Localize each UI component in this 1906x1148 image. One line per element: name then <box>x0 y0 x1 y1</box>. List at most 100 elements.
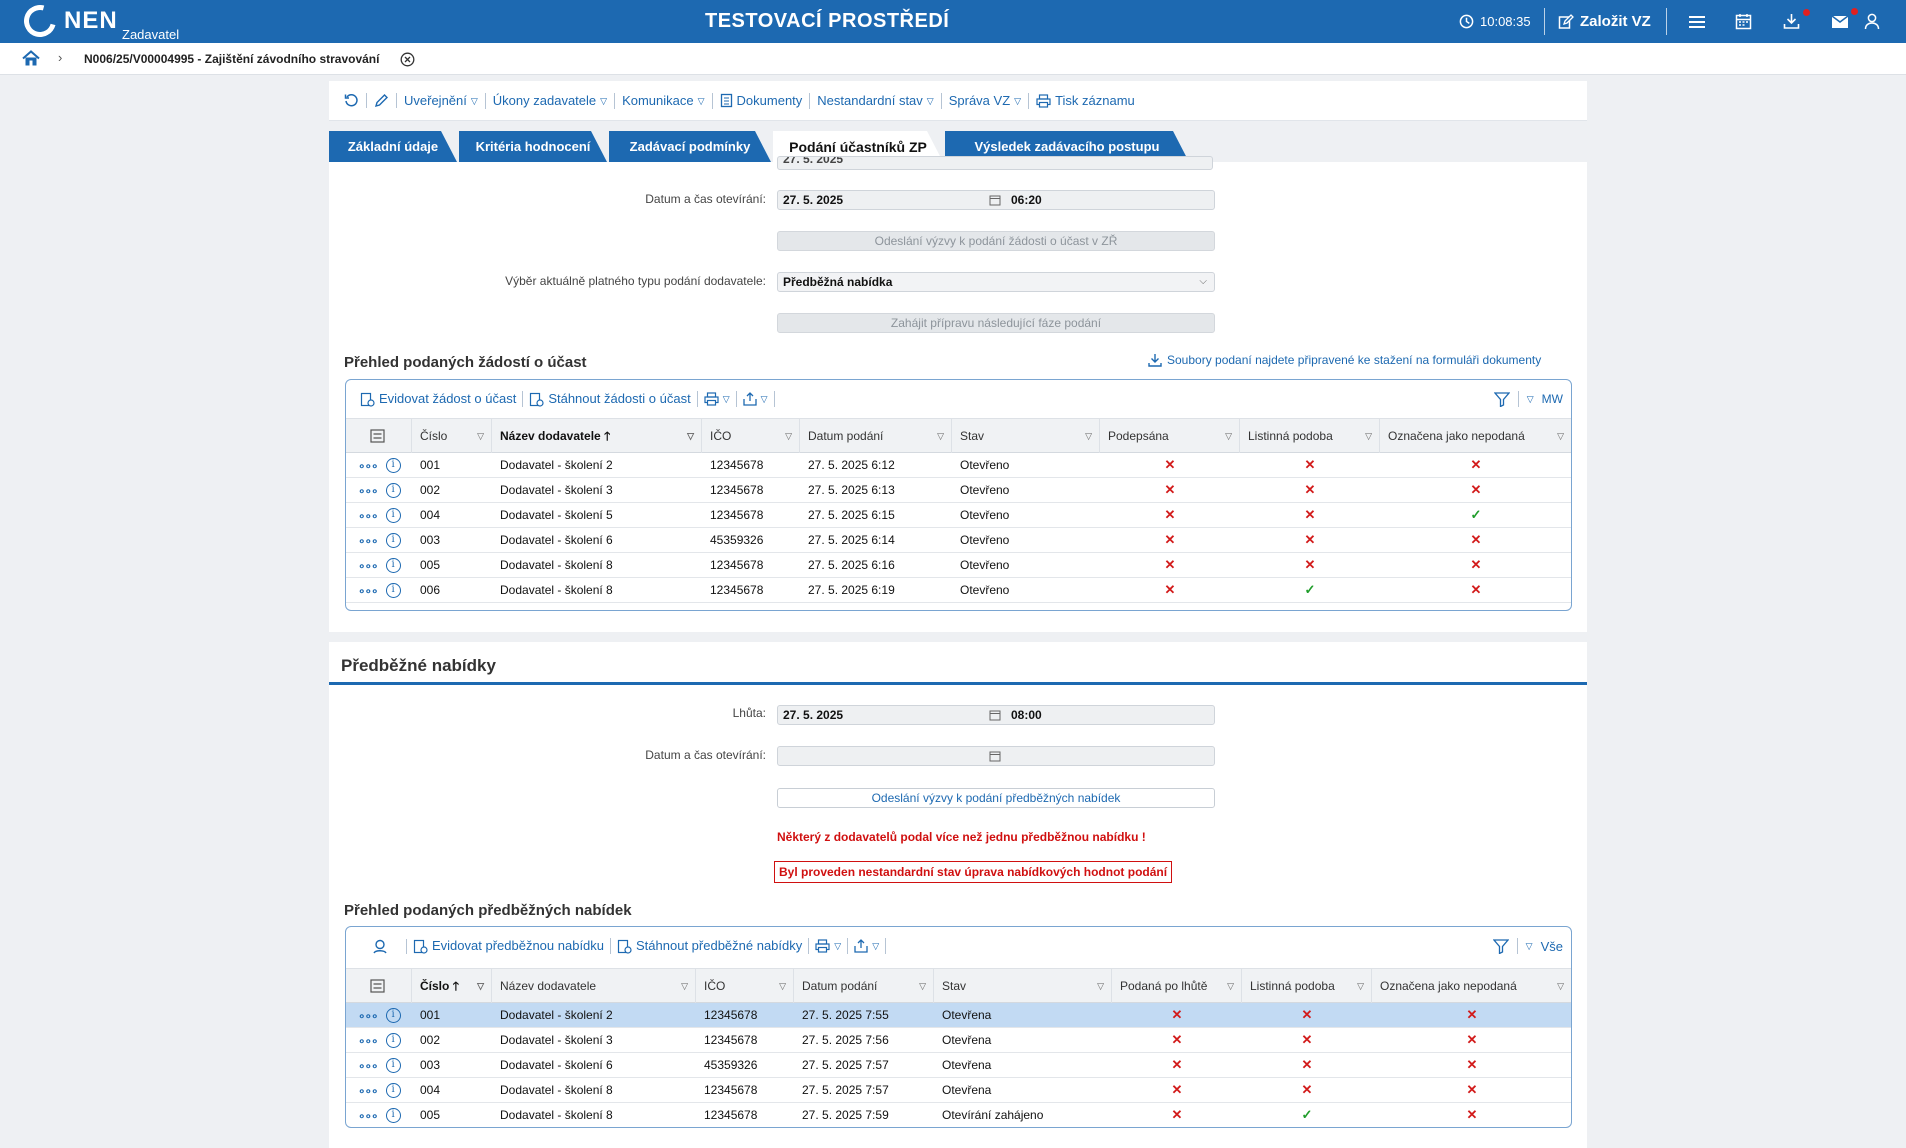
menu-ukony-zadavatele[interactable]: Úkony zadavatele ▽ <box>486 92 616 109</box>
filter-chevron-icon[interactable]: ▽ <box>937 431 944 441</box>
create-vz-button[interactable]: Založit VZ <box>1558 0 1651 43</box>
filter-chevron-icon[interactable]: ▽ <box>779 981 786 991</box>
filter-chevron-icon[interactable]: ▽ <box>1085 431 1092 441</box>
menu-komunikace[interactable]: Komunikace ▽ <box>615 92 713 109</box>
menu-tisk-zaznamu[interactable]: Tisk záznamu <box>1029 93 1142 109</box>
filter-chevron-icon[interactable]: ▽ <box>1227 981 1234 991</box>
column-header-nepodana[interactable]: Označena jako nepodaná ▽ <box>1372 969 1571 1003</box>
print-menu-button[interactable]: ▽ <box>809 938 849 954</box>
column-header-cislo[interactable]: Číslo 🡑 ▽ <box>412 969 492 1003</box>
messages-button[interactable] <box>1831 0 1849 43</box>
add-request-button[interactable]: Evidovat žádost o účast <box>354 391 524 407</box>
filter-chevron-icon[interactable]: ▽ <box>1557 981 1564 991</box>
download-offers-button[interactable]: Stáhnout předběžné nabídky <box>611 938 810 954</box>
add-offer-button[interactable]: Evidovat předběžnou nabídku <box>407 938 612 954</box>
deadline-field[interactable]: 27. 5. 2025 08:00 <box>777 705 1215 725</box>
info-icon[interactable]: i <box>385 1033 401 1048</box>
prelim-open-field[interactable] <box>777 746 1215 766</box>
more-actions-icon[interactable]: ∘∘∘ <box>358 508 379 523</box>
filter-chevron-icon[interactable]: ▽ <box>1225 431 1232 441</box>
print-menu-button[interactable]: ▽ <box>698 391 737 407</box>
column-header-cislo[interactable]: Číslo ▽ <box>412 419 492 453</box>
info-icon[interactable]: i <box>385 533 401 548</box>
table-row[interactable]: ∘∘∘ i 002 Dodavatel - školení 3 12345678 27. … <box>346 478 1571 503</box>
menu-nestandardni-stav[interactable]: Nestandardní stav ▽ <box>810 92 942 109</box>
table-row[interactable]: ∘∘∘ i 004 Dodavatel - školení 8 12345678 27. … <box>346 1078 1571 1103</box>
calendar-icon[interactable] <box>989 194 1001 206</box>
more-actions-icon[interactable]: ∘∘∘ <box>358 1083 379 1098</box>
column-settings-cell[interactable] <box>346 969 412 1003</box>
tab-kriteria-hodnoceni[interactable]: Kritéria hodnocení <box>459 131 607 162</box>
more-actions-icon[interactable]: ∘∘∘ <box>358 1108 379 1123</box>
view-selector[interactable]: MW <box>1541 392 1563 406</box>
column-header-stav[interactable]: Stav ▽ <box>934 969 1112 1003</box>
filter-chevron-icon[interactable]: ▽ <box>687 431 694 441</box>
column-header-po-lhute[interactable]: Podaná po lhůtě ▽ <box>1112 969 1242 1003</box>
calendar-icon[interactable] <box>989 750 1001 762</box>
refresh-button[interactable] <box>337 93 367 108</box>
close-circle-icon[interactable] <box>400 52 415 67</box>
user-search-button[interactable] <box>354 938 407 954</box>
table-row[interactable]: ∘∘∘ i 003 Dodavatel - školení 6 45359326 27. … <box>346 528 1571 553</box>
user-button[interactable] <box>1864 0 1880 43</box>
more-actions-icon[interactable]: ∘∘∘ <box>358 483 379 498</box>
info-icon[interactable]: i <box>385 508 401 523</box>
info-icon[interactable]: i <box>385 558 401 573</box>
more-actions-icon[interactable]: ∘∘∘ <box>358 558 379 573</box>
more-actions-icon[interactable]: ∘∘∘ <box>358 533 379 548</box>
column-header-ico[interactable]: IČO ▽ <box>696 969 794 1003</box>
send-request-button[interactable]: Odeslání výzvy k podání žádosti o účast … <box>777 231 1215 251</box>
filter-chevron-icon[interactable]: ▽ <box>919 981 926 991</box>
filter-icon[interactable] <box>1492 938 1509 954</box>
table-row[interactable]: ∘∘∘ i 001 Dodavatel - školení 2 12345678 27. … <box>346 453 1571 478</box>
table-row[interactable]: ∘∘∘ i 005 Dodavatel - školení 8 12345678 27. … <box>346 1103 1571 1127</box>
table-row[interactable]: ∘∘∘ i 003 Dodavatel - školení 6 45359326 27. … <box>346 1053 1571 1078</box>
column-header-listinna[interactable]: Listinná podoba ▽ <box>1240 419 1380 453</box>
type-select[interactable]: Předběžná nabídka ⌵ <box>777 272 1215 292</box>
column-header-nazev[interactable]: Název dodavatele ▽ <box>492 969 696 1003</box>
table-row[interactable]: ∘∘∘ i 005 Dodavatel - školení 8 12345678 27. … <box>346 553 1571 578</box>
downloads-button[interactable] <box>1783 0 1800 43</box>
menu-uverejneni[interactable]: Uveřejnění ▽ <box>397 92 486 109</box>
info-icon[interactable]: i <box>385 458 401 473</box>
filter-chevron-icon[interactable]: ▽ <box>681 981 688 991</box>
column-header-ico[interactable]: IČO ▽ <box>702 419 800 453</box>
chevron-down-icon[interactable]: ▽ <box>1525 940 1533 951</box>
home-icon[interactable] <box>22 50 40 67</box>
send-prelim-button[interactable]: Odeslání výzvy k podání předběžných nabí… <box>777 788 1215 808</box>
info-icon[interactable]: i <box>385 583 401 598</box>
info-icon[interactable]: i <box>385 1008 401 1023</box>
column-header-datum[interactable]: Datum podání ▽ <box>800 419 952 453</box>
tab-zadavaci-podminky[interactable]: Zadávací podmínky <box>609 131 771 162</box>
info-icon[interactable]: i <box>385 483 401 498</box>
column-header-stav[interactable]: Stav ▽ <box>952 419 1100 453</box>
table-row[interactable]: ∘∘∘ i 002 Dodavatel - školení 3 12345678 27. … <box>346 1028 1571 1053</box>
filter-chevron-icon[interactable]: ▽ <box>1557 431 1564 441</box>
column-header-nepodana[interactable]: Označena jako nepodaná ▽ <box>1380 419 1571 453</box>
chevron-down-icon[interactable]: ▽ <box>1526 393 1534 404</box>
more-actions-icon[interactable]: ∘∘∘ <box>358 583 379 598</box>
open-date-field[interactable]: 27. 5. 2025 06:20 <box>777 190 1215 210</box>
files-link[interactable]: Soubory podaní najdete připravené ke sta… <box>1148 353 1541 367</box>
table-row[interactable]: ∘∘∘ i 004 Dodavatel - školení 5 12345678 27. … <box>346 503 1571 528</box>
calendar-button[interactable] <box>1735 0 1752 43</box>
more-actions-icon[interactable]: ∘∘∘ <box>358 1058 379 1073</box>
filter-chevron-icon[interactable]: ▽ <box>477 981 484 991</box>
column-header-podepsana[interactable]: Podepsána ▽ <box>1100 419 1240 453</box>
column-header-nazev[interactable]: Název dodavatele 🡑 ▽ <box>492 419 702 453</box>
info-icon[interactable]: i <box>385 1108 401 1123</box>
menu-dokumenty[interactable]: Dokumenty <box>713 92 811 109</box>
more-actions-icon[interactable]: ∘∘∘ <box>358 1033 379 1048</box>
column-header-listinna[interactable]: Listinná podoba ▽ <box>1242 969 1372 1003</box>
download-requests-button[interactable]: Stáhnout žádosti o účast <box>523 391 698 407</box>
tab-zakladni-udaje[interactable]: Základní údaje <box>329 131 457 162</box>
nen-logo-icon[interactable] <box>18 0 62 43</box>
info-icon[interactable]: i <box>385 1058 401 1073</box>
filter-chevron-icon[interactable]: ▽ <box>477 431 484 441</box>
more-actions-icon[interactable]: ∘∘∘ <box>358 1008 379 1023</box>
logo-text[interactable]: NEN <box>64 7 118 34</box>
filter-chevron-icon[interactable]: ▽ <box>1097 981 1104 991</box>
export-menu-button[interactable]: ▽ <box>737 391 775 407</box>
edit-button[interactable] <box>367 93 397 108</box>
next-phase-button[interactable]: Zahájit přípravu následující fáze podání <box>777 313 1215 333</box>
